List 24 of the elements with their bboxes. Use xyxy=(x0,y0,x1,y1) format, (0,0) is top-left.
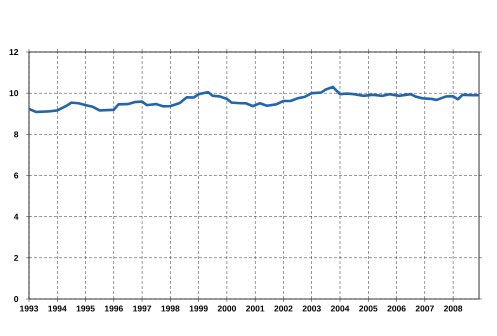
x-tick-label: 2002 xyxy=(274,306,293,312)
x-tick-label: 1998 xyxy=(161,306,180,312)
x-tick-label: 1994 xyxy=(48,306,67,312)
x-tick-label: 2008 xyxy=(444,306,462,312)
x-tick-label: 2004 xyxy=(330,306,350,312)
x-tick-label: 2006 xyxy=(387,306,406,312)
x-tick-label: 2001 xyxy=(246,306,264,312)
y-tick-label: 10 xyxy=(10,90,18,96)
y-tick-label: 8 xyxy=(14,131,18,138)
x-tick-label: 1993 xyxy=(20,306,38,312)
y-tick-label: 2 xyxy=(14,254,18,261)
x-tick-label: 1995 xyxy=(76,306,95,312)
y-tick-label: 12 xyxy=(10,49,18,55)
line-series xyxy=(29,86,480,114)
x-tick-label: 1999 xyxy=(190,306,208,312)
x-tick-label: 1996 xyxy=(104,306,123,312)
x-tick-label: 2007 xyxy=(416,306,434,312)
x-tick-label: 1997 xyxy=(133,306,152,312)
y-tick-label: 6 xyxy=(14,172,18,178)
y-tick-label: 4 xyxy=(14,214,18,220)
y-tick-label: 0 xyxy=(14,296,18,302)
x-tick-label: 2005 xyxy=(359,306,378,312)
x-tick-label: 2003 xyxy=(302,306,321,312)
x-tick-label: 2000 xyxy=(218,306,236,312)
